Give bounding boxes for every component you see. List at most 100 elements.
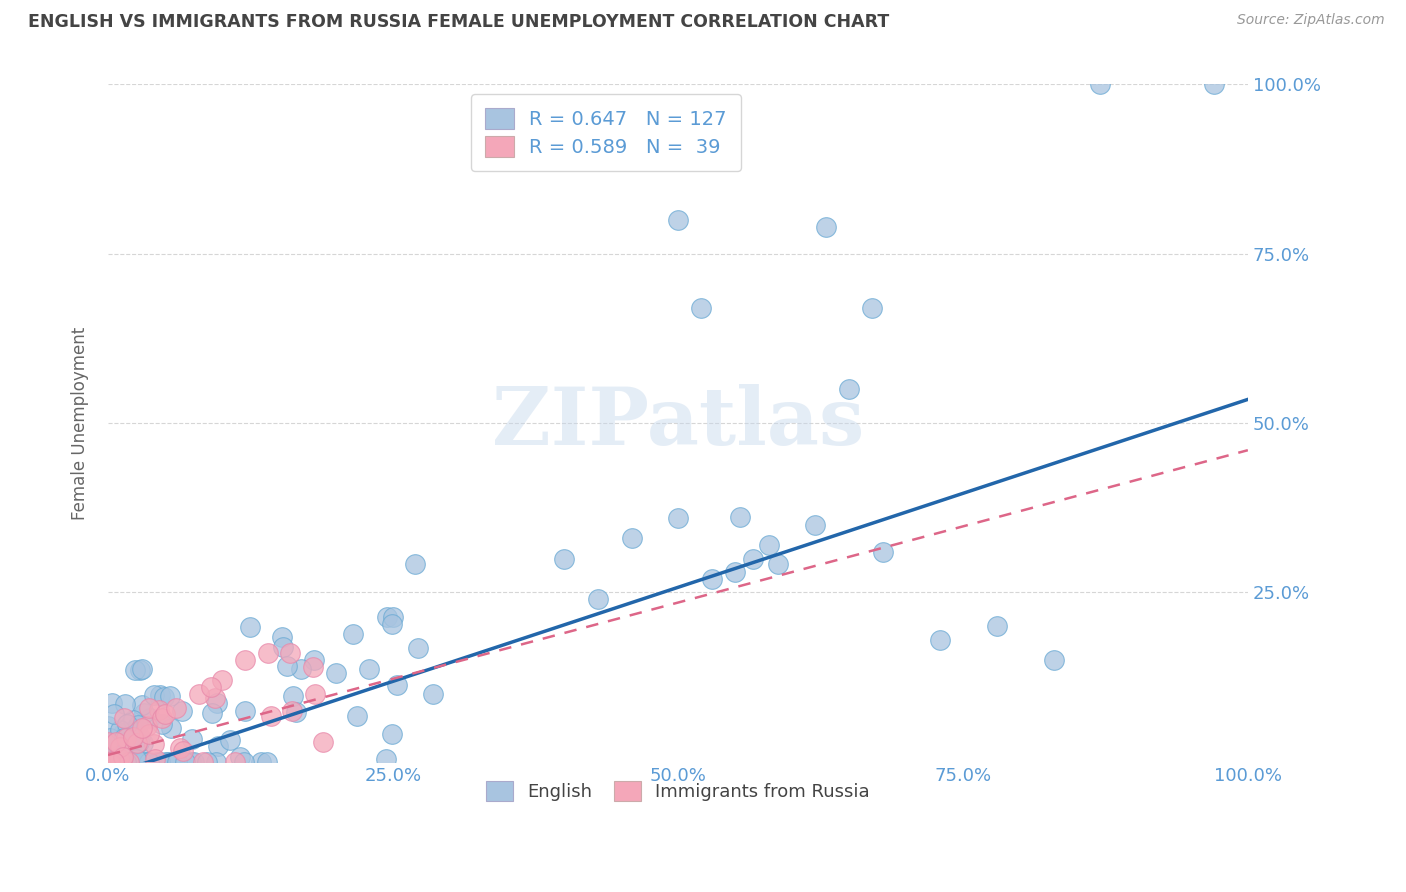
Point [128, 663, 150, 677]
Point [124, 663, 146, 677]
Point [98, 755, 121, 769]
Point [148, 703, 170, 717]
Point [100, 755, 122, 769]
Point [211, 673, 233, 688]
Point [256, 647, 278, 661]
Point [153, 690, 176, 704]
Point [724, 565, 747, 579]
Point [229, 750, 252, 764]
Text: ENGLISH VS IMMIGRANTS FROM RUSSIA FEMALE UNEMPLOYMENT CORRELATION CHART: ENGLISH VS IMMIGRANTS FROM RUSSIA FEMALE… [28, 13, 890, 31]
Point [406, 640, 429, 655]
Point [105, 751, 128, 765]
Point [149, 755, 172, 769]
Point [114, 697, 136, 711]
Point [114, 755, 136, 769]
Point [375, 609, 398, 624]
Point [346, 708, 368, 723]
Point [131, 698, 153, 712]
Point [104, 755, 127, 769]
Point [271, 640, 294, 654]
Point [172, 704, 194, 718]
Point [302, 660, 325, 674]
Point [155, 755, 177, 769]
Point [103, 755, 125, 769]
Point [118, 755, 141, 769]
Point [103, 707, 125, 722]
Point [121, 755, 143, 769]
Point [98, 755, 121, 769]
Point [249, 755, 271, 769]
Point [359, 662, 381, 676]
Point [742, 552, 765, 566]
Point [100, 745, 122, 759]
Point [125, 752, 148, 766]
Point [201, 706, 224, 721]
Point [132, 736, 155, 750]
Point [302, 653, 325, 667]
Point [100, 731, 122, 746]
Point [138, 727, 160, 741]
Point [112, 748, 135, 763]
Point [122, 730, 145, 744]
Point [143, 752, 166, 766]
Point [271, 630, 294, 644]
Point [127, 718, 149, 732]
Point [143, 737, 166, 751]
Point [153, 707, 176, 722]
Point [1202, 78, 1225, 92]
Point [758, 538, 780, 552]
Point [381, 727, 404, 741]
Point [101, 696, 124, 710]
Text: Source: ZipAtlas.com: Source: ZipAtlas.com [1237, 13, 1385, 28]
Point [422, 687, 444, 701]
Point [193, 755, 215, 769]
Point [160, 721, 183, 735]
Point [232, 755, 254, 769]
Point [233, 653, 256, 667]
Point [118, 755, 141, 769]
Point [108, 723, 131, 738]
Point [312, 735, 335, 749]
Point [105, 734, 128, 748]
Point [815, 219, 838, 234]
Point [730, 509, 752, 524]
Point [207, 696, 229, 710]
Legend: English, Immigrants from Russia: English, Immigrants from Russia [472, 769, 883, 814]
Point [114, 731, 136, 746]
Point [108, 755, 131, 769]
Point [205, 755, 228, 769]
Point [124, 723, 146, 738]
Point [325, 666, 347, 681]
Point [986, 619, 1008, 633]
Point [281, 689, 304, 703]
Point [108, 740, 131, 755]
Point [381, 617, 404, 632]
Point [219, 733, 242, 747]
Point [125, 736, 148, 750]
Point [290, 662, 312, 676]
Point [860, 301, 883, 315]
Point [304, 687, 326, 701]
Point [374, 752, 396, 766]
Point [1043, 653, 1066, 667]
Point [139, 711, 162, 725]
Point [666, 213, 689, 227]
Point [108, 755, 131, 769]
Point [148, 755, 170, 769]
Point [183, 755, 205, 769]
Point [165, 700, 187, 714]
Point [98, 755, 121, 769]
Point [100, 735, 122, 749]
Point [136, 718, 159, 732]
Point [103, 735, 125, 749]
Point [159, 689, 181, 703]
Point [142, 688, 165, 702]
Point [260, 709, 283, 723]
Point [929, 632, 952, 647]
Point [195, 755, 218, 769]
Point [146, 755, 169, 769]
Point [766, 557, 789, 571]
Point [112, 711, 135, 725]
Point [108, 751, 131, 765]
Point [118, 744, 141, 758]
